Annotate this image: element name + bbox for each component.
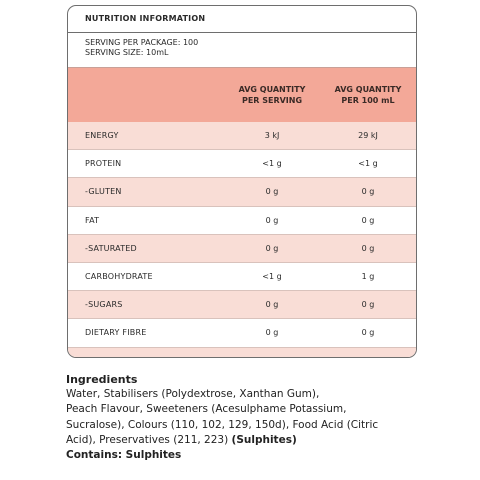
servings-per-package: SERVING PER PACKAGE: 100 [85,38,199,47]
column-per-serving: AVG QUANTITY PER SERVING [224,84,320,106]
nutrient-name: FAT [85,215,100,225]
nutrient-name: CARBOHYDRATE [85,272,153,282]
per-serving-value: 0 g [265,243,279,253]
nutrition-title: NUTRITION INFORMATION [68,6,416,33]
serving-info: SERVING PER PACKAGE: 100 SERVING SIZE: 1… [68,33,416,67]
ingredients-line: Peach Flavour, Sweeteners (Acesulphame P… [66,403,347,416]
per-serving-value: <5 mg [224,357,320,358]
column-per-100-line2: PER 100 mL [341,96,395,105]
per-serving-value: 0 g [265,215,279,225]
column-per-100ml: AVG QUANTITY PER 100 mL [320,84,416,106]
per-serving-value: 3 kJ [264,131,280,141]
nutrient-name: SODIUM [68,357,224,358]
table-header: AVG QUANTITY PER SERVING AVG QUANTITY PE… [68,67,416,122]
ingredients-section: Ingredients Water, Stabilisers (Polydext… [66,372,406,463]
column-per-serving-line2: PER SERVING [241,96,303,105]
per-100ml-value: <1 g [358,159,378,169]
nutrient-name: -GLUTEN [85,187,122,197]
per-serving-value: 0 g [265,187,279,197]
per-100ml-value: 0 g [361,300,375,310]
nutrient-name: PROTEIN [85,159,122,169]
nutrition-rows: ENERGY 3 kJ 29 kJ PROTEIN <1 g <1 g -GLUTEN 0 g… [68,122,416,358]
sulphites-note: (Sulphites) [231,433,297,446]
table-row: DIETARY FIBRE 0 g 0 g [68,318,416,346]
per-100ml-value: 0 g [361,215,375,225]
nutrient-name: -SATURATED [85,243,137,253]
per-100ml-value: 0 g [361,243,375,253]
serving-size: SERVING SIZE: 10mL [85,48,169,57]
table-row: -SUGARS 0 g 0 g [68,290,416,319]
nutrient-name: DIETARY FIBRE [85,328,147,338]
nutrient-name: ENERGY [85,131,119,141]
per-serving-value: <1 g [262,159,282,169]
ingredients-line: Water, Stabilisers (Polydextrose, Xantha… [66,388,320,401]
nutrient-name: -SUGARS [85,300,123,310]
table-row: FAT 0 g 0 g [68,205,416,234]
table-row: -SATURATED 0 g 0 g [68,233,416,262]
ingredients-heading: Ingredients [66,373,138,386]
contains-allergens: Contains: Sulphites [66,449,182,462]
per-100ml-value: 13 mg [320,357,416,358]
column-per-serving-line1: AVG QUANTITY [238,85,306,94]
per-100ml-value: 0 g [361,328,375,338]
table-row: -GLUTEN 0 g 0 g [68,177,416,206]
per-100ml-value: 0 g [361,187,375,197]
nutrition-panel: NUTRITION INFORMATION SERVING PER PACKAG… [67,5,417,358]
table-row: PROTEIN <1 g <1 g [68,149,416,177]
per-serving-value: <1 g [262,272,282,282]
column-per-100-line1: AVG QUANTITY [334,85,402,94]
ingredients-line: Sucralose), Colours (110, 102, 129, 150d… [66,418,379,431]
table-row: ENERGY 3 kJ 29 kJ [68,122,416,150]
ingredients-line: Acid), Preservatives (211, 223) (Sulphit… [66,433,406,448]
per-serving-value: 0 g [265,328,279,338]
table-row: SODIUM<5 mg13 mg [68,346,416,358]
per-100ml-value: 29 kJ [358,131,378,141]
table-row: CARBOHYDRATE <1 g 1 g [68,261,416,290]
per-100ml-value: 1 g [361,272,375,282]
per-serving-value: 0 g [265,300,279,310]
ingredients-line-text: Acid), Preservatives (211, 223) [66,433,232,446]
